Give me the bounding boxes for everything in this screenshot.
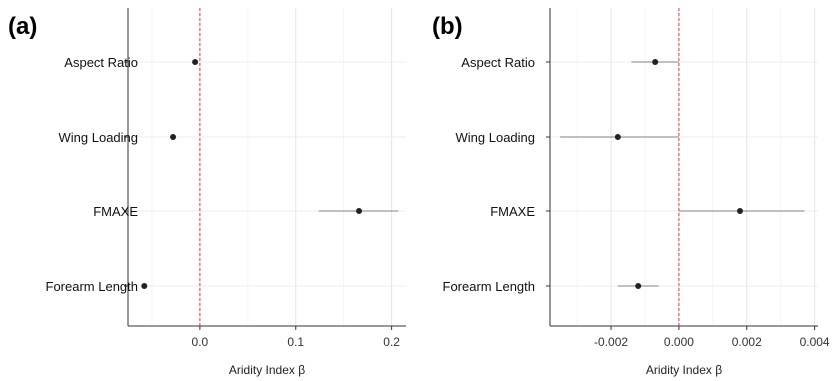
category-label: Aspect Ratio (64, 55, 138, 70)
panel-label: (a) (8, 13, 37, 40)
estimate-point (635, 283, 642, 289)
x-tick-label: 0.0 (192, 335, 209, 349)
x-tick-label: 0.2 (383, 335, 400, 349)
estimate-point (141, 283, 148, 289)
x-tick-label: 0.002 (732, 335, 762, 349)
category-label: Wing Loading (456, 130, 536, 145)
estimate-point (614, 134, 621, 140)
estimate-point (652, 59, 659, 65)
x-tick-label: 0.1 (287, 335, 304, 349)
x-axis-title: Aridity Index β (229, 363, 305, 377)
category-label: Forearm Length (443, 279, 536, 294)
category-label: FMAXE (93, 204, 138, 219)
estimate-point (736, 208, 743, 214)
category-label: FMAXE (490, 204, 535, 219)
panel-a: 0.0 0.1 0.2 Aridity Index β Aspect Ratio Wing… (8, 8, 406, 377)
x-tick-label: 0.004 (800, 335, 830, 349)
x-tick-label: 0.000 (664, 335, 694, 349)
panel-b: -0.002 0.000 0.002 0.004 Aridity Index β Aspe… (432, 8, 830, 377)
panel-label: (b) (432, 13, 463, 40)
estimate-point (356, 208, 363, 214)
category-label: Wing Loading (59, 130, 139, 145)
category-label: Aspect Ratio (461, 55, 535, 70)
category-label: Forearm Length (46, 279, 139, 294)
x-axis-title: Aridity Index β (646, 363, 722, 377)
estimate-point (192, 59, 199, 65)
x-tick-label: -0.002 (594, 335, 628, 349)
estimate-point (170, 134, 177, 140)
